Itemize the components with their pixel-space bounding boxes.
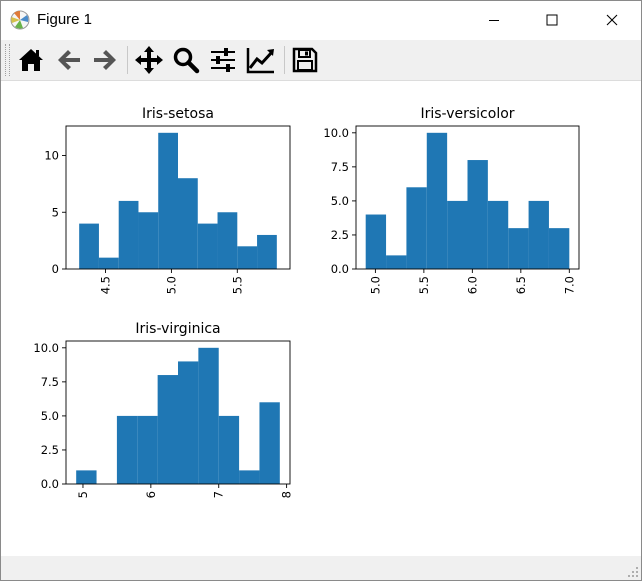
histogram-bar [98,257,119,269]
maximize-icon [546,14,558,26]
histogram-bar [447,200,468,269]
histogram-bar [239,470,260,484]
y-tick-label: 0.0 [331,262,349,276]
subplot-2: Iris-virginica 0.0 2.5 5.0 7.5 10.0 5 6 7 8 [33,321,293,498]
histogram-bar [118,200,139,269]
pan-button[interactable] [133,44,165,76]
histogram-bar [426,132,448,269]
y-tick-label: 5 [52,205,59,219]
subplot-1: Iris-versicolor 0.0 2.5 5.0 7.5 10.0 5.0 5.5 6.0… [323,106,580,294]
histogram-bar [137,415,158,484]
axes-frame [355,125,580,270]
save-button[interactable] [289,44,321,76]
histogram-bar [508,228,529,269]
save-icon [292,47,318,73]
status-bar [1,556,641,580]
histogram-bar [157,375,178,484]
x-tick-label: 7 [212,491,226,498]
forward-arrow-icon [94,50,116,70]
histogram-bar [218,415,240,484]
histogram-bar [116,415,138,484]
histogram-bar [178,178,198,269]
histogram-bar [217,212,238,269]
toolbar-separator [284,46,285,74]
x-tick-label: 6 [144,491,158,498]
x-tick-label: 5 [76,491,90,498]
histogram-bar [178,361,199,484]
histogram-bar [528,200,549,269]
histogram-bar [386,255,407,269]
subplot-title: Iris-setosa [142,106,214,122]
histogram-bar [259,402,280,484]
minimize-icon [489,20,499,21]
x-tick-label: 4.5 [99,276,113,294]
histogram-bar [406,187,427,269]
y-tick-label: 10 [44,149,59,163]
y-tick-label: 5.0 [331,194,349,208]
matplotlib-logo-icon [10,10,30,30]
edit-axes-icon [246,48,274,74]
home-icon [19,49,43,71]
x-tick-label: 7.0 [562,276,576,294]
y-tick-label: 5.0 [41,409,59,423]
histogram-bar [198,347,219,484]
y-tick-label: 0 [52,262,59,276]
histogram-bar [76,470,97,484]
subplot-title: Iris-versicolor [420,106,514,122]
edit-axes-button[interactable] [245,44,277,76]
histogram-bar [467,160,488,269]
minimize-button[interactable] [471,1,517,39]
histogram-bar [257,234,277,269]
x-tick-label: 8 [280,491,294,498]
x-tick-label: 6.5 [514,276,528,294]
y-tick-label: 7.5 [41,375,59,389]
histogram-figure: Iris-setosa 0 5 10 4.5 5.0 5.5 Iris-versicolor 0… [33,106,580,498]
y-tick-label: 2.5 [41,443,59,457]
figure-canvas[interactable]: Iris-setosa 0 5 10 4.5 5.0 5.5 Iris-versicolor 0… [1,81,641,555]
subplots-config-icon [211,48,235,72]
y-tick-label: 7.5 [331,160,349,174]
y-tick-label: 10.0 [33,341,59,355]
subplot-0: Iris-setosa 0 5 10 4.5 5.0 5.5 [44,106,291,294]
back-arrow-icon [58,50,80,70]
histogram-bar [197,223,218,269]
histogram-bar [365,214,387,269]
close-icon [606,14,618,26]
x-tick-label: 5.0 [164,276,178,294]
axes-frame [65,125,291,270]
forward-button[interactable] [89,44,121,76]
resize-grip-icon[interactable] [627,566,639,578]
y-tick-label: 0.0 [41,477,59,491]
window-title: Figure 1 [37,11,93,28]
y-tick-label: 2.5 [331,228,349,242]
y-tick-label: 10.0 [323,126,349,140]
title-bar: Figure 1 [1,1,641,39]
navigation-toolbar [1,40,641,81]
toolbar-separator [127,46,128,74]
home-button[interactable] [15,44,47,76]
histogram-bar [138,212,159,269]
maximize-button[interactable] [529,1,575,39]
subplot-title: Iris-virginica [135,321,220,337]
toolbar-grip[interactable] [5,44,10,76]
zoom-button[interactable] [170,44,202,76]
histogram-bar [237,246,258,269]
close-button[interactable] [589,1,635,39]
subplots-button[interactable] [207,44,239,76]
histogram-bar [548,228,570,269]
x-tick-label: 5.5 [417,276,431,294]
pan-icon [135,46,163,74]
x-tick-label: 5.0 [368,276,382,294]
histogram-bar [487,200,509,269]
x-tick-label: 6.0 [465,276,479,294]
axes-frame [65,340,291,485]
histogram-bar [158,132,178,269]
histogram-bar [79,223,99,269]
x-tick-label: 5.5 [230,276,244,294]
zoom-icon [173,47,200,74]
back-button[interactable] [53,44,85,76]
